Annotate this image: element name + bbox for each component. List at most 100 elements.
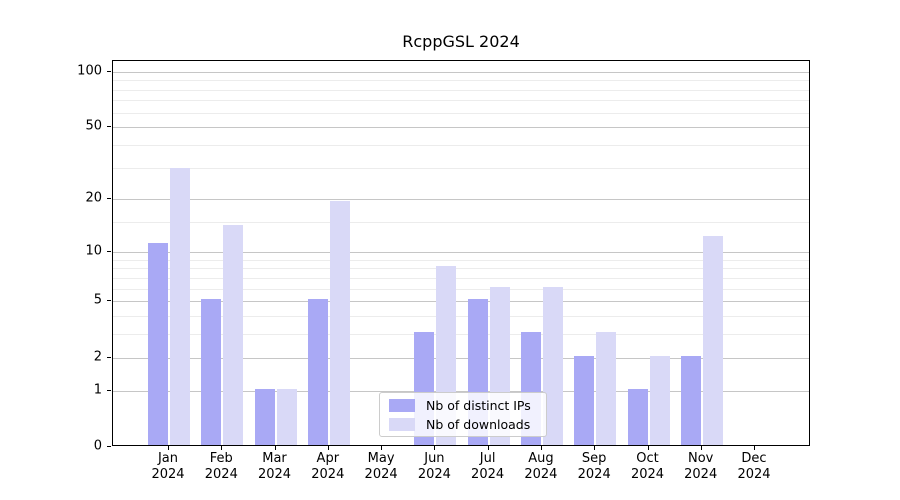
xtick-mark-aug-2024 xyxy=(540,446,542,450)
ytick-mark-10 xyxy=(107,250,111,252)
xtick-label-mar-2024: Mar 2024 xyxy=(239,451,311,483)
xtick-label-nov-2024: Nov 2024 xyxy=(665,451,737,483)
xtick-mark-sep-2024 xyxy=(594,446,596,450)
ytick-mark-0 xyxy=(107,446,111,447)
chart-title: RcppGSL 2024 xyxy=(402,32,520,51)
xtick-month: Nov xyxy=(688,451,714,466)
ytick-mark-20 xyxy=(107,198,111,200)
xtick-month: Sep xyxy=(581,451,607,466)
xtick-year: 2024 xyxy=(577,467,611,482)
grid-minor-line-9 xyxy=(113,259,809,261)
xtick-month: Jun xyxy=(424,451,445,466)
xtick-year: 2024 xyxy=(311,467,345,482)
bar-downloads-sep xyxy=(596,332,617,445)
bar-downloads-feb xyxy=(223,224,244,445)
legend-swatch-downloads xyxy=(389,417,415,431)
ytick-label-20: 20 xyxy=(85,190,102,206)
ytick-mark-50 xyxy=(107,126,111,128)
grid-major-line-20 xyxy=(113,199,809,201)
bar-ips-mar xyxy=(254,388,275,445)
xtick-month: Jul xyxy=(479,451,496,466)
legend-label-distinct-ips: Nb of distinct IPs xyxy=(426,397,531,413)
grid-minor-line-40 xyxy=(113,144,809,146)
ytick-mark-5 xyxy=(107,300,111,302)
bar-ips-sep xyxy=(574,355,595,445)
xtick-label-aug-2024: Aug 2024 xyxy=(505,451,577,483)
bar-downloads-nov xyxy=(702,236,723,445)
grid-minor-line-80 xyxy=(113,89,809,91)
xtick-mark-dec-2024 xyxy=(754,446,755,450)
xtick-mark-mar-2024 xyxy=(274,446,276,450)
legend: Nb of distinct IPs Nb of downloads xyxy=(379,392,547,437)
xtick-year: 2024 xyxy=(204,467,238,482)
bar-downloads-jan xyxy=(170,168,190,445)
xtick-month: Apr xyxy=(316,451,340,466)
legend-swatch-distinct-ips xyxy=(389,398,415,412)
bar-downloads-apr xyxy=(329,201,350,445)
xtick-label-may-2024: May 2024 xyxy=(345,451,417,483)
grid-minor-line-6 xyxy=(113,288,809,290)
xtick-year: 2024 xyxy=(151,467,185,482)
xtick-label-oct-2024: Oct 2024 xyxy=(612,451,684,483)
bar-downloads-mar xyxy=(276,388,297,445)
xtick-year: 2024 xyxy=(737,467,771,482)
ytick-label-2: 2 xyxy=(93,349,102,365)
grid-minor-line-15 xyxy=(113,221,809,223)
xtick-month: Jan xyxy=(157,451,179,466)
grid-minor-line-7 xyxy=(113,277,809,279)
legend-label-downloads: Nb of downloads xyxy=(426,416,531,432)
xtick-mark-feb-2024 xyxy=(221,446,223,450)
xtick-year: 2024 xyxy=(364,467,398,482)
bar-ips-feb xyxy=(201,299,222,445)
xtick-month: Oct xyxy=(636,451,659,466)
ytick-label-50: 50 xyxy=(85,118,102,134)
xtick-year: 2024 xyxy=(257,467,292,482)
ytick-label-10: 10 xyxy=(85,243,102,259)
xtick-year: 2024 xyxy=(630,467,665,482)
xtick-month: Aug xyxy=(528,451,554,466)
xtick-mark-jul-2024 xyxy=(487,446,489,450)
ytick-label-1: 1 xyxy=(93,382,102,398)
grid-major-line-5 xyxy=(113,301,809,303)
xtick-label-jun-2024: Jun 2024 xyxy=(398,451,470,483)
plot-area: Nb of distinct IPs Nb of downloads xyxy=(112,60,810,446)
bar-ips-apr xyxy=(307,299,328,445)
xtick-month: Dec xyxy=(741,451,767,466)
xtick-year: 2024 xyxy=(417,467,451,482)
ytick-label-5: 5 xyxy=(93,292,102,308)
xtick-label-dec-2024: Dec 2024 xyxy=(718,451,790,483)
xtick-mark-jun-2024 xyxy=(434,446,436,450)
grid-minor-line-3 xyxy=(113,334,809,336)
ytick-mark-1 xyxy=(107,389,111,391)
grid-major-line-50 xyxy=(113,127,809,129)
ytick-mark-100 xyxy=(107,70,111,72)
grid-minor-line-70 xyxy=(113,100,809,102)
bar-downloads-oct xyxy=(649,355,670,445)
xtick-label-sep-2024: Sep 2024 xyxy=(558,451,630,483)
xtick-month: May xyxy=(367,451,395,466)
xtick-label-apr-2024: Apr 2024 xyxy=(292,451,364,483)
xtick-year: 2024 xyxy=(524,467,558,482)
bar-ips-oct xyxy=(627,388,648,445)
grid-major-line-10 xyxy=(113,251,809,253)
xtick-label-feb-2024: Feb 2024 xyxy=(185,451,257,483)
bar-ips-jan xyxy=(148,242,168,445)
xtick-mark-apr-2024 xyxy=(327,446,329,450)
xtick-month: Feb xyxy=(209,451,233,466)
grid-minor-line-90 xyxy=(113,80,809,81)
xtick-mark-jan-2024 xyxy=(168,446,169,450)
xtick-mark-nov-2024 xyxy=(700,446,702,450)
grid-minor-line-4 xyxy=(113,316,809,318)
grid-major-line-1 xyxy=(113,390,809,392)
xtick-month: Mar xyxy=(262,451,287,466)
ytick-mark-2 xyxy=(107,356,111,358)
xtick-label-jul-2024: Jul 2024 xyxy=(452,451,524,483)
xtick-year: 2024 xyxy=(471,467,505,482)
grid-minor-line-60 xyxy=(113,112,809,114)
xtick-mark-oct-2024 xyxy=(647,446,649,450)
ytick-label-0: 0 xyxy=(93,438,102,454)
grid-major-line-2 xyxy=(113,357,809,359)
legend-item-distinct-ips: Nb of distinct IPs xyxy=(389,398,537,413)
bar-ips-nov xyxy=(680,355,701,445)
